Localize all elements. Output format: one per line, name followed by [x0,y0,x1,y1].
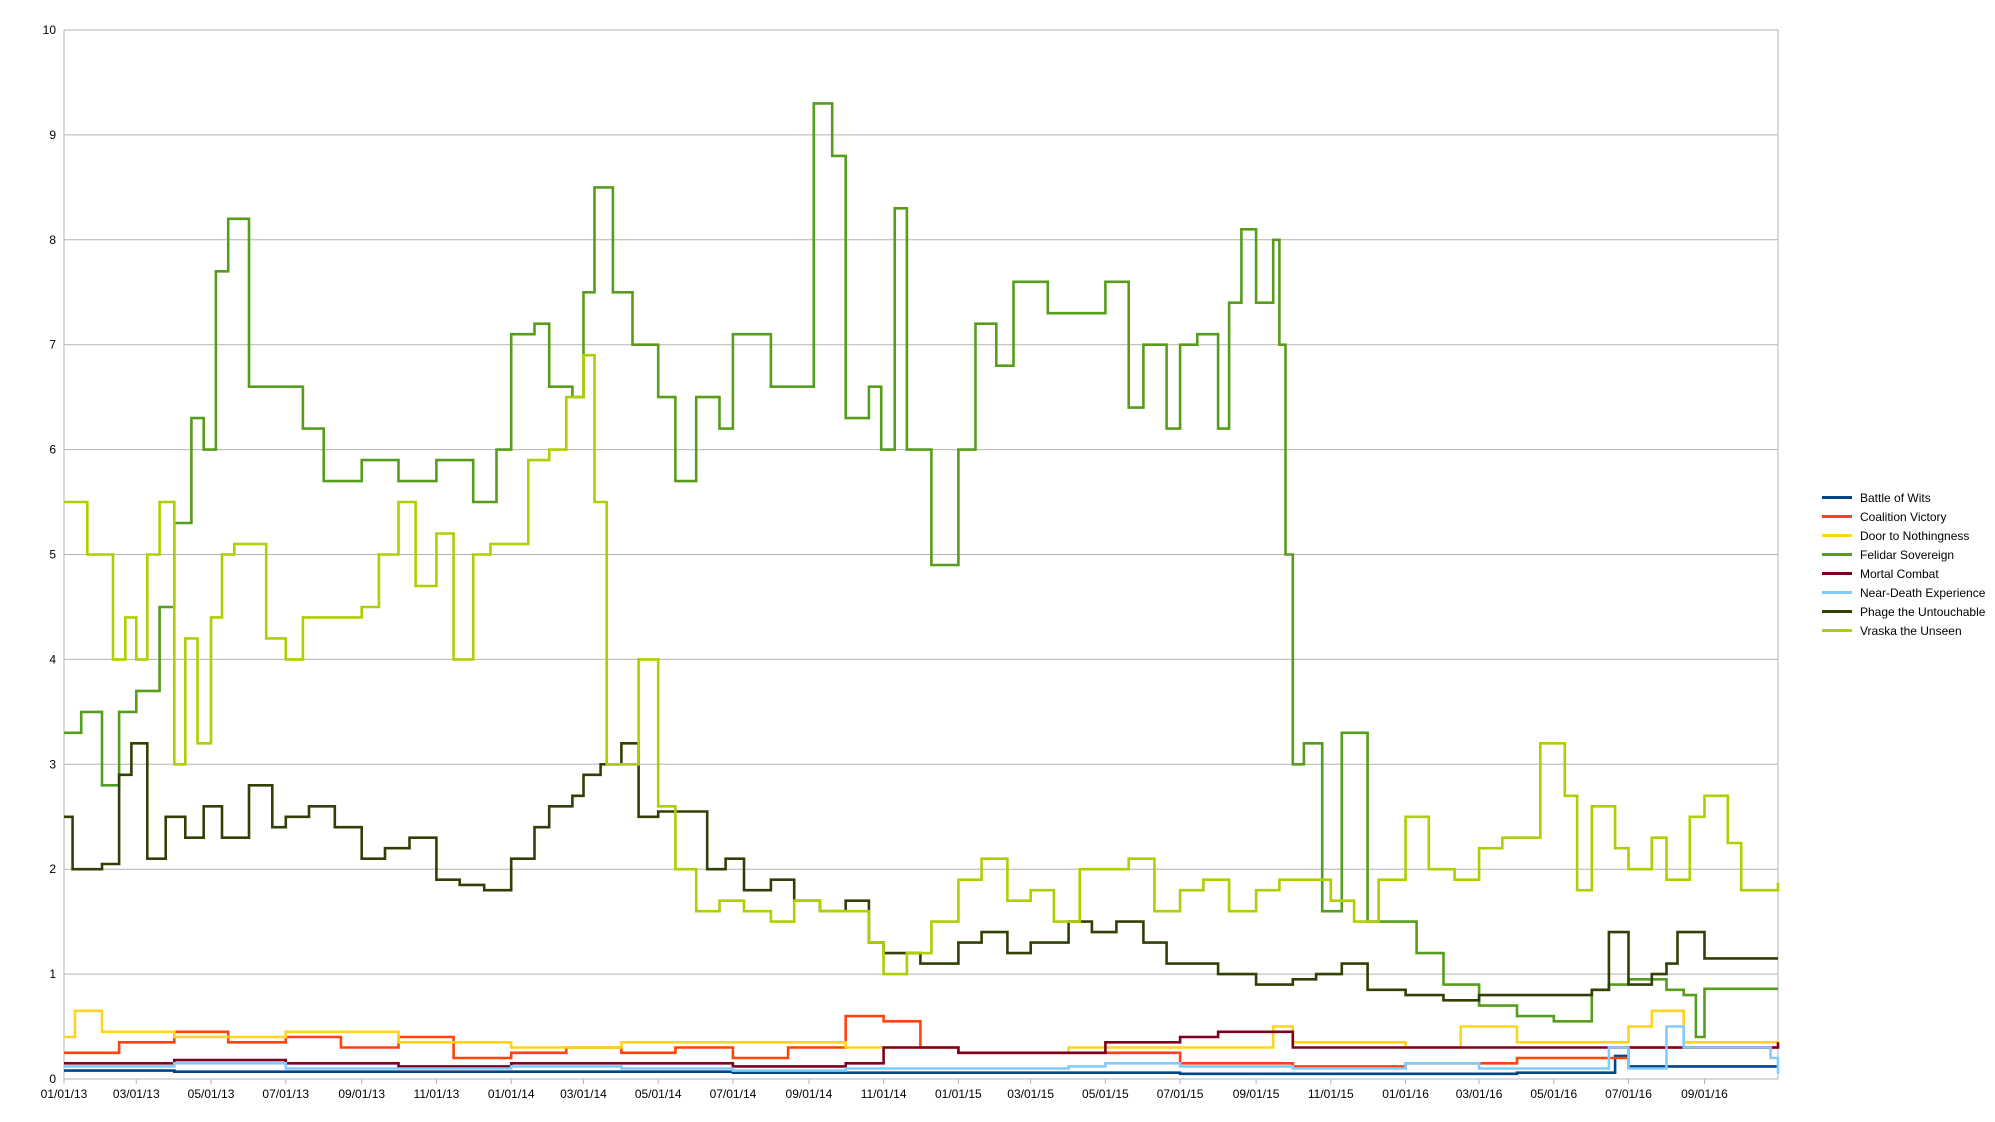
legend-swatch [1822,515,1852,518]
legend-label: Door to Nothingness [1860,528,1970,543]
legend-label: Near-Death Experience [1860,585,1986,600]
legend: Battle of Wits Coalition Victory Door to N… [1822,488,1985,640]
series-line-coalition-victory [64,1014,1778,1068]
legend-item: Felidar Sovereign [1822,545,1985,564]
x-tick-label: 07/01/13 [262,1087,309,1101]
x-tick-label: 09/01/15 [1233,1087,1280,1101]
legend-label: Vraska the Unseen [1860,623,1962,638]
y-axis-tick-labels: 0 1 2 3 4 5 6 7 8 9 10 [43,23,57,1086]
legend-item: Battle of Wits [1822,488,1985,507]
series-lines [64,102,1780,1076]
x-tick-label: 03/01/13 [113,1087,160,1101]
x-tick-label: 11/01/15 [1308,1087,1354,1101]
y-tick-label: 8 [49,233,56,247]
series-line-near-death-experience [64,1025,1780,1074]
legend-swatch [1822,610,1852,613]
legend-swatch [1822,553,1852,556]
x-tick-label: 03/01/15 [1007,1087,1054,1101]
legend-item: Mortal Combat [1822,564,1985,583]
y-tick-label: 1 [49,967,56,981]
y-tick-label: 0 [49,1072,56,1086]
y-tick-label: 10 [43,23,57,37]
legend-item: Phage the Untouchable [1822,602,1985,621]
legend-swatch [1822,496,1852,499]
y-tick-label: 7 [49,338,56,352]
legend-item: Near-Death Experience [1822,583,1985,602]
y-tick-label: 3 [49,757,56,771]
legend-label: Battle of Wits [1860,490,1931,505]
x-tick-label: 05/01/16 [1530,1087,1577,1101]
series-line-felidar-sovereign [64,102,1778,1039]
x-tick-label: 09/01/14 [786,1087,833,1101]
legend-label: Phage the Untouchable [1860,604,1986,619]
x-tick-label: 03/01/16 [1456,1087,1503,1101]
gridlines [63,29,1779,1080]
x-tick-label: 07/01/15 [1157,1087,1204,1101]
legend-swatch [1822,572,1852,575]
y-tick-label: 2 [49,862,56,876]
y-tick-label: 9 [49,128,56,142]
legend-item: Coalition Victory [1822,507,1985,526]
x-tick-label: 05/01/15 [1082,1087,1129,1101]
x-tick-label: 09/01/13 [338,1087,385,1101]
legend-swatch [1822,629,1852,632]
x-tick-label: 01/01/16 [1382,1087,1429,1101]
series-line-mortal-combat [64,1030,1780,1068]
y-tick-label: 4 [49,652,56,666]
legend-swatch [1822,534,1852,537]
x-tick-label: 01/01/15 [935,1087,982,1101]
series-line-phage-the-untouchable [64,742,1778,1002]
x-tick-label: 07/01/14 [710,1087,757,1101]
x-tick-label: 05/01/13 [188,1087,235,1101]
x-axis-tick-labels: 01/01/13 03/01/13 05/01/13 07/01/13 09/01/13… [41,1079,1728,1101]
legend-label: Mortal Combat [1860,566,1939,581]
x-tick-label: 03/01/14 [560,1087,607,1101]
legend-item: Vraska the Unseen [1822,621,1985,640]
y-tick-label: 5 [49,548,56,562]
x-tick-label: 05/01/14 [635,1087,682,1101]
legend-item: Door to Nothingness [1822,526,1985,545]
x-tick-label: 01/01/13 [41,1087,88,1101]
x-tick-label: 11/01/14 [861,1087,907,1101]
series-line-vraska-the-unseen [64,353,1780,976]
x-tick-label: 11/01/13 [414,1087,460,1101]
legend-label: Coalition Victory [1860,509,1947,524]
y-tick-label: 6 [49,443,56,457]
legend-swatch [1822,591,1852,594]
x-tick-label: 07/01/16 [1605,1087,1652,1101]
x-tick-label: 09/01/16 [1681,1087,1728,1101]
legend-label: Felidar Sovereign [1860,547,1955,562]
x-tick-label: 01/01/14 [488,1087,535,1101]
